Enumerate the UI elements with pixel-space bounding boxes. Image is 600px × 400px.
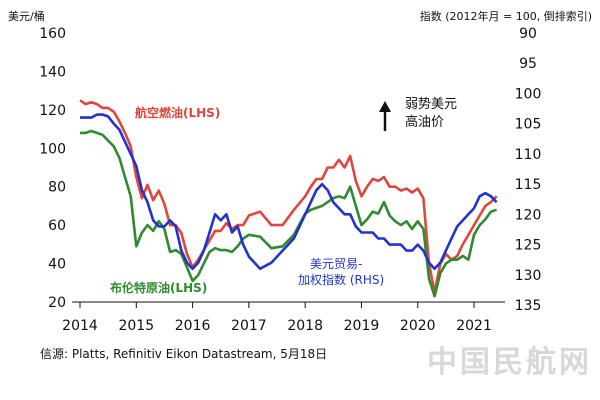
right-tick-label: 90 [519, 26, 537, 42]
left-tick-label: 100 [39, 141, 66, 157]
right-tick-label: 130 [515, 268, 542, 284]
left-axis-label: 美元/桶 [8, 9, 45, 23]
x-tick-label: 2020 [400, 318, 436, 334]
right-tick-label: 135 [515, 298, 542, 314]
series-lines [79, 99, 498, 298]
right-tick-label: 95 [519, 56, 537, 72]
left-axis-ticks: 20 40 60 80 100 120 140 160 [39, 26, 66, 311]
source-note: 信源: Platts, Refinitiv Eikon Datastream, … [40, 347, 327, 361]
series-line-jet-fuel [79, 99, 498, 294]
x-tick-label: 2019 [344, 318, 380, 334]
left-tick-label: 20 [48, 295, 66, 311]
up-arrow-head-icon [379, 101, 391, 112]
right-tick-label: 125 [515, 238, 542, 254]
annotation-line-2: 高油价 [405, 114, 444, 130]
series-label-jet-fuel: 航空燃油(LHS) [135, 105, 220, 120]
right-axis-label: 指数 (2012年月 = 100, 倒排索引) [420, 9, 592, 23]
right-axis-ticks: 90 95 100 105 110 115 120 125 130 135 [515, 26, 542, 314]
right-tick-label: 100 [515, 86, 542, 102]
x-tick-label: 2014 [62, 318, 98, 334]
series-label-usd-index: 美元贸易- 加权指数 (RHS) [298, 257, 384, 287]
series-line-usd-index [80, 113, 498, 271]
left-tick-label: 160 [39, 26, 66, 42]
series-label-brent: 布伦特原油(LHS) [110, 280, 207, 295]
series-line-brent [80, 129, 498, 298]
watermark: 中国民航网 [427, 345, 592, 380]
x-tick-label: 2021 [456, 318, 492, 334]
x-tick-label: 2016 [175, 318, 211, 334]
right-tick-label: 115 [515, 177, 542, 193]
right-tick-label: 105 [515, 117, 542, 133]
right-tick-label: 120 [515, 207, 542, 223]
left-tick-label: 80 [48, 180, 66, 196]
annotation: 弱势美元 高油价 [379, 96, 457, 131]
left-tick-label: 120 [39, 103, 66, 119]
left-tick-label: 40 [48, 257, 66, 273]
right-tick-label: 110 [515, 147, 542, 163]
x-tick-label: 2018 [287, 318, 323, 334]
x-tick-label: 2017 [231, 318, 267, 334]
annotation-line-1: 弱势美元 [405, 96, 457, 112]
x-axis-ticks: 2014 2015 2016 2017 2018 2019 2020 2021 [62, 302, 492, 334]
x-tick-label: 2015 [118, 318, 154, 334]
left-tick-label: 60 [48, 218, 66, 234]
left-tick-label: 140 [39, 64, 66, 80]
